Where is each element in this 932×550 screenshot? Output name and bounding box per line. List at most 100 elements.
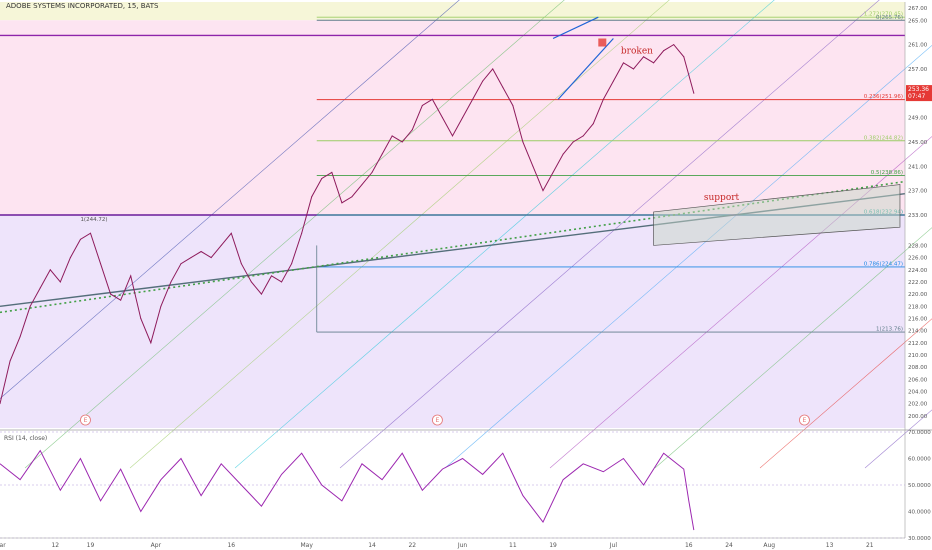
- price-tick-label: 228.00: [908, 243, 928, 249]
- price-point: [90, 232, 91, 234]
- rsi-tick-label: 30.0000: [908, 536, 931, 542]
- price-point: [100, 263, 102, 265]
- price-point: [683, 56, 685, 58]
- price-point: [673, 44, 675, 46]
- price-point: [230, 232, 232, 234]
- price-point: [542, 190, 544, 192]
- anchor-label: 1(244.72): [80, 217, 107, 223]
- price-point: [381, 153, 383, 155]
- price-point: [130, 275, 132, 277]
- price-tick-label: 233.00: [908, 213, 928, 219]
- price-point: [633, 68, 634, 70]
- price-point: [240, 263, 242, 265]
- price-tick-label: 267.00: [908, 6, 928, 12]
- earnings-marker: [799, 414, 810, 426]
- channel-line: [24, 0, 565, 469]
- fib-level-label: 0.382(244.82): [864, 135, 903, 141]
- earnings-marker: [432, 414, 443, 426]
- price-point: [271, 275, 272, 277]
- price-point: [351, 196, 353, 198]
- price-point: [29, 305, 31, 307]
- fib-level-label: 1.272(270.45): [864, 12, 903, 18]
- time-tick-label: 14: [368, 542, 376, 549]
- time-tick-label: May: [300, 542, 313, 549]
- price-tick-label: 224.00: [908, 268, 928, 274]
- support-zone: [653, 184, 901, 246]
- price-tick-label: 249.00: [908, 116, 928, 122]
- price-point: [522, 141, 524, 143]
- fib-level-label: 0(265.76): [876, 15, 903, 21]
- price-tick-label: 261.00: [908, 43, 928, 49]
- price-point: [260, 293, 262, 295]
- price-point: [180, 263, 182, 265]
- time-tick-label: 22: [408, 542, 416, 549]
- price-point: [361, 184, 363, 186]
- price-point: [190, 257, 192, 259]
- price-point: [622, 62, 624, 64]
- price-point: [572, 141, 574, 143]
- price-point: [431, 98, 433, 100]
- price-point: [663, 50, 665, 52]
- time-tick-label: 11: [509, 542, 517, 549]
- time-tick-label: Apr: [151, 542, 162, 549]
- time-tick-label: 12: [51, 542, 59, 549]
- price-point: [301, 232, 303, 234]
- earnings-marker-label: E: [436, 417, 440, 424]
- rsi-tick-label: 40.0000: [908, 510, 931, 516]
- price-tick-label: 257.00: [908, 67, 928, 73]
- price-point: [59, 281, 61, 283]
- price-tick-label: 220.00: [908, 292, 928, 298]
- broken-label: broken: [621, 47, 653, 57]
- price-point: [120, 299, 122, 301]
- time-tick-label: 24: [725, 542, 733, 549]
- fib-level-label: 1(213.76): [876, 327, 903, 333]
- price-point: [170, 281, 172, 283]
- rsi-series-line: [0, 449, 695, 531]
- chart-bg-upper: [0, 20, 905, 216]
- price-point: [653, 62, 655, 64]
- price-point: [200, 251, 202, 253]
- price-tick-label: 226.00: [908, 256, 928, 262]
- chart-title: ADOBE SYSTEMS INCORPORATED, 15, BATS: [6, 2, 159, 10]
- fib-level-label: 0.786(224.47): [864, 261, 903, 267]
- earnings-marker: [80, 414, 91, 426]
- price-point: [512, 104, 514, 106]
- price-tick-label: 222.00: [908, 280, 928, 286]
- price-point: [592, 123, 594, 125]
- channel-line: [654, 227, 932, 469]
- price-point: [250, 281, 252, 283]
- price-point: [602, 98, 604, 100]
- rsi-tick-label: 50.0000: [908, 483, 931, 489]
- price-point: [502, 86, 504, 88]
- price-tick-label: 241.00: [908, 164, 928, 170]
- time-tick-label: Aug: [763, 542, 775, 549]
- time-tick-label: 13: [826, 542, 834, 549]
- price-tick-label: 202.00: [908, 402, 928, 408]
- price-point: [371, 171, 373, 173]
- price-tick-label: 237.00: [908, 189, 928, 195]
- price-point: [411, 129, 413, 131]
- price-tick-label: 212.00: [908, 341, 928, 347]
- chart-bg-top: [0, 2, 905, 21]
- price-point: [0, 403, 1, 405]
- price-point: [39, 287, 41, 289]
- price-point: [391, 135, 393, 137]
- price-point: [321, 177, 323, 179]
- price-tick-label: 204.00: [908, 389, 928, 395]
- price-tick-label: 245.00: [908, 140, 928, 146]
- price-point: [291, 263, 293, 265]
- channel-line: [129, 0, 670, 469]
- price-point: [462, 117, 464, 119]
- price-point: [688, 74, 690, 76]
- price-tick-label: 210.00: [908, 353, 928, 359]
- price-point: [693, 92, 695, 94]
- channel-line: [759, 318, 932, 469]
- support-label: support: [704, 193, 740, 203]
- price-tick-label: 265.00: [908, 18, 928, 24]
- time-tick-label: 19: [87, 542, 95, 549]
- price-point: [281, 281, 283, 283]
- time-tick-label: 21: [866, 542, 874, 549]
- price-point: [210, 257, 212, 259]
- price-badge-countdown: 07:47: [908, 93, 925, 100]
